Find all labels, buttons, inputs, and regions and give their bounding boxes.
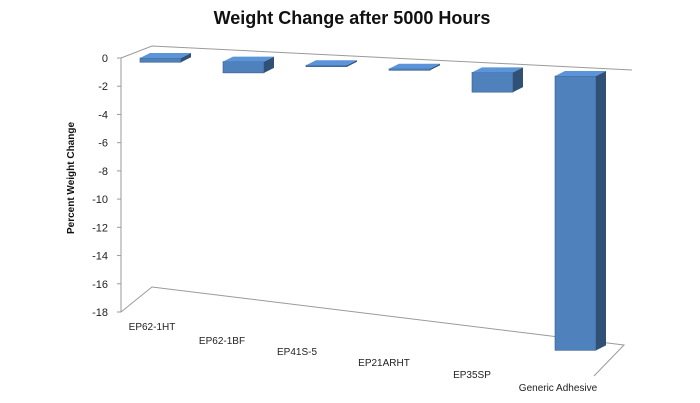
y-tick-label: -14 <box>92 251 108 263</box>
y-axis-label: Percent Weight Change <box>66 122 77 234</box>
category-labels: EP62-1HT EP62-1BF EP41S-5 EP21ARHT EP35SP Gen… <box>129 322 598 394</box>
bar-front <box>305 64 348 67</box>
bar-5 <box>554 71 606 351</box>
y-tick-label: -8 <box>98 166 108 178</box>
y-tick-label: -12 <box>92 222 108 234</box>
category-label: Generic Adhesive <box>519 383 598 394</box>
floor-outline <box>120 286 626 377</box>
y-tick-label: -18 <box>92 307 108 319</box>
y-tick-label: -2 <box>98 81 108 93</box>
bar-3 <box>388 63 440 71</box>
bar-top <box>223 56 274 62</box>
bar-front <box>554 75 597 351</box>
category-label: EP41S-5 <box>277 347 317 358</box>
y-tick-label: -10 <box>92 194 108 206</box>
bar-front <box>139 57 182 63</box>
bar-side <box>513 67 523 93</box>
bar-top <box>472 67 523 73</box>
y-tick-label: -16 <box>92 279 108 291</box>
bar-front <box>222 61 265 74</box>
category-label: EP62-1BF <box>199 336 245 347</box>
y-tick-label: -6 <box>98 138 108 150</box>
bar-side <box>347 60 357 67</box>
bar-side <box>430 63 440 71</box>
axes: 0 -2 -4 -6 -8 -10 -12 -14 -16 -18 <box>92 45 633 377</box>
bar-top <box>389 63 440 69</box>
bar-top <box>555 71 606 76</box>
category-label: EP21ARHT <box>358 358 410 369</box>
bar-1 <box>222 56 274 74</box>
bar-front <box>471 72 514 93</box>
bar-side <box>264 56 274 73</box>
category-label: EP35SP <box>453 370 491 381</box>
bars <box>139 53 606 351</box>
bar-0 <box>139 53 191 63</box>
bar-side <box>596 71 606 351</box>
back-zero-line <box>120 45 633 71</box>
y-tick-label: -4 <box>98 109 108 121</box>
chart-title: Weight Change after 5000 Hours <box>214 8 491 28</box>
bar-side <box>181 53 191 63</box>
bar-top <box>140 53 191 58</box>
bar-4 <box>471 67 523 93</box>
y-tick-label: 0 <box>102 53 108 65</box>
bar-front <box>388 68 431 71</box>
category-label: EP62-1HT <box>129 322 176 333</box>
bar-2 <box>305 60 357 67</box>
bar-top <box>306 60 357 66</box>
